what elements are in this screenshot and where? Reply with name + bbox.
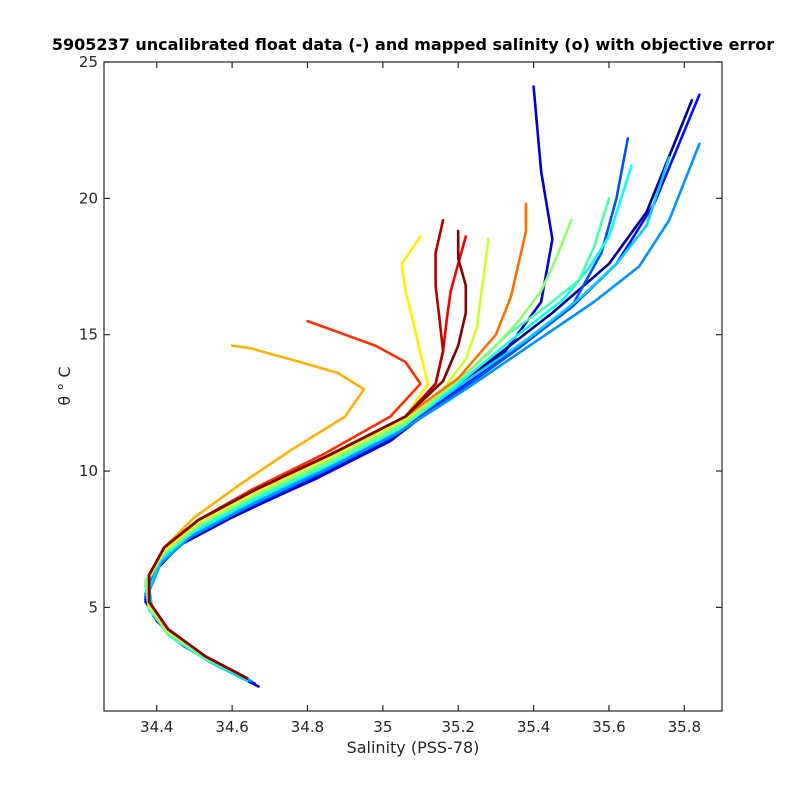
chart-title: 5905237 uncalibrated float data (-) and … — [52, 35, 774, 54]
x-tick-label-4: 35.2 — [442, 718, 475, 736]
tick-layer: 34.4 34.6 34.8 35 35.2 35.4 35.6 35.8 5 10 15 20 25 — [79, 53, 722, 736]
x-tick-label-6: 35.6 — [592, 718, 625, 736]
plot-frame — [103, 61, 723, 712]
y-tick-label-0: 5 — [88, 598, 98, 616]
x-tick-label-2: 34.8 — [291, 718, 324, 736]
x-tick-label-3: 35 — [373, 718, 392, 736]
y-axis-label: θ ° C — [55, 366, 74, 405]
x-tick-label-5: 35.4 — [517, 718, 550, 736]
y-tick-label-3: 20 — [79, 189, 98, 207]
series-layer — [144, 85, 701, 688]
x-tick-label-0: 34.4 — [140, 718, 173, 736]
profile-line-16 — [147, 229, 468, 680]
plot-area — [104, 62, 722, 711]
x-axis-label: Salinity (PSS-78) — [347, 738, 480, 757]
x-tick-label-1: 34.6 — [215, 718, 248, 736]
y-tick-label-1: 10 — [79, 462, 98, 480]
y-tick-label-4: 25 — [79, 53, 98, 71]
y-tick-label-2: 15 — [79, 326, 98, 344]
x-tick-label-7: 35.8 — [668, 718, 701, 736]
